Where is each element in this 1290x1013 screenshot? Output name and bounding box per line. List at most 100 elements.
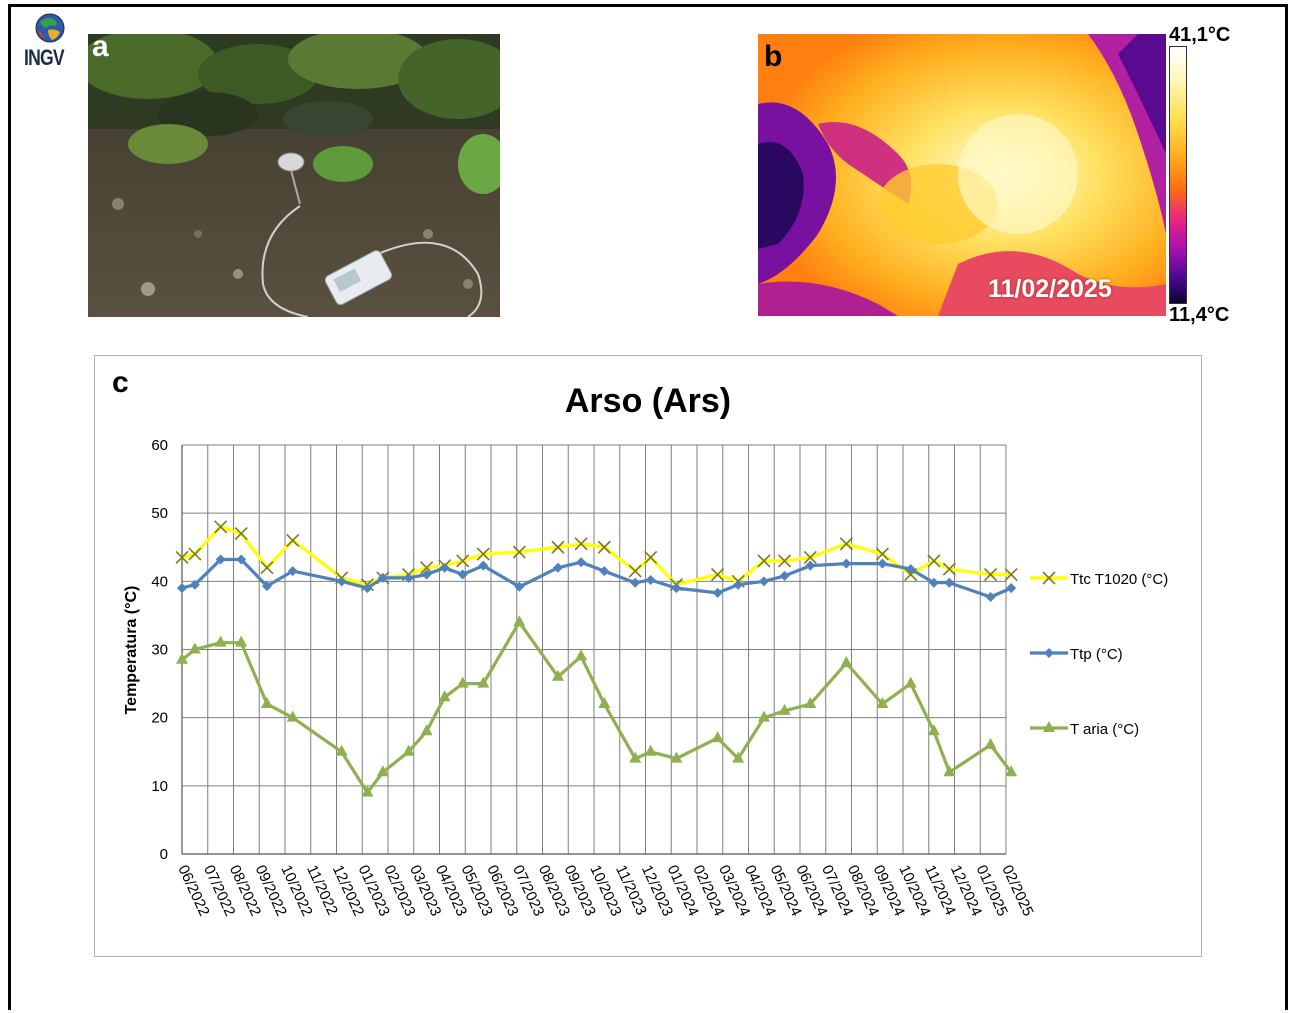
data-point [551, 669, 564, 681]
data-point [260, 697, 273, 709]
data-point [1004, 567, 1018, 582]
data-point [711, 731, 724, 743]
data-point [176, 652, 188, 664]
data-point [457, 569, 468, 580]
data-point [927, 724, 940, 736]
data-point [984, 737, 997, 749]
x-marker-stroke [628, 564, 642, 578]
data-point [552, 562, 563, 573]
data-point [732, 751, 745, 763]
data-point [803, 550, 817, 565]
data-point [875, 547, 889, 561]
data-point [402, 744, 415, 756]
data-point [712, 587, 723, 598]
x-marker-stroke [942, 562, 956, 576]
data-point [421, 569, 432, 580]
x-marker-stroke [777, 554, 792, 568]
x-marker-stroke [574, 537, 588, 551]
data-point [671, 583, 682, 594]
data-point [711, 567, 725, 582]
ingv-logo: INGV [24, 12, 84, 74]
data-point [478, 560, 489, 571]
x-marker-stroke [476, 547, 490, 561]
x-marker-stroke [234, 527, 248, 541]
legend-marker [1044, 648, 1054, 658]
data-point [362, 583, 373, 594]
data-point [361, 785, 374, 797]
data-point [214, 635, 227, 647]
data-point [335, 744, 348, 756]
data-point [234, 527, 248, 541]
y-tick-label: 60 [151, 437, 168, 454]
x-marker-stroke [757, 554, 771, 568]
data-point [777, 554, 792, 568]
data-point [877, 558, 888, 569]
ground-photo [88, 34, 500, 317]
scale-min-label: 11,4°C [1169, 304, 1230, 326]
data-point [261, 581, 272, 592]
data-point [944, 577, 955, 588]
chart-panel-c [94, 355, 1202, 957]
thermal-image [758, 34, 1166, 316]
data-point [943, 765, 956, 777]
data-point [576, 557, 587, 568]
data-point [598, 697, 611, 709]
x-marker-stroke [260, 561, 274, 575]
data-point [839, 537, 853, 551]
data-point [983, 567, 998, 582]
data-point [513, 615, 526, 627]
data-point [260, 561, 274, 575]
panel-label-c: c [112, 366, 129, 399]
y-tick-label: 40 [151, 573, 168, 590]
globe-icon [35, 13, 65, 43]
data-point [177, 583, 187, 594]
x-marker-stroke [456, 554, 470, 568]
data-point [629, 751, 642, 763]
x-marker-stroke [512, 545, 526, 559]
data-point [574, 537, 588, 551]
x-marker-stroke [711, 567, 725, 582]
data-point [927, 554, 941, 568]
data-point [841, 558, 852, 569]
legend-label: Ttp (°C) [1070, 646, 1123, 663]
x-marker-stroke [839, 537, 853, 551]
x-marker-stroke [1004, 567, 1018, 582]
x-marker-stroke [927, 554, 941, 568]
x-marker-stroke [175, 550, 189, 565]
x-marker-stroke [551, 540, 565, 554]
y-tick-label: 0 [160, 846, 168, 863]
data-point [188, 642, 201, 654]
x-marker-stroke [983, 567, 998, 582]
data-point [757, 710, 770, 722]
data-point [597, 540, 611, 554]
panel-label-a: a [92, 30, 109, 63]
data-point [876, 697, 889, 709]
data-point [456, 554, 470, 568]
data-point [476, 547, 490, 561]
x-marker-stroke [1042, 571, 1056, 585]
y-tick-label: 20 [151, 710, 168, 727]
x-marker-stroke [286, 533, 300, 547]
scale-max-label: 41,1°C [1169, 24, 1231, 46]
series-line-0 [181, 525, 1012, 587]
y-tick-label: 30 [151, 642, 168, 659]
data-point [779, 570, 790, 581]
chart-title: Arso (Ars) [565, 382, 731, 420]
panel-label-b: b [764, 40, 783, 73]
data-point [1005, 765, 1018, 777]
data-point [403, 572, 414, 583]
data-point [904, 676, 917, 688]
legend-label: Ttc T1020 (°C) [1070, 571, 1168, 588]
data-point [628, 564, 642, 578]
x-marker-stroke [644, 550, 658, 565]
data-point [928, 577, 939, 588]
data-point [439, 562, 450, 573]
logo-text: INGV [24, 45, 65, 70]
data-point [778, 703, 791, 715]
x-marker-stroke [420, 561, 434, 575]
data-point [477, 676, 490, 688]
data-point [512, 545, 526, 559]
legend-marker [1042, 571, 1056, 585]
data-point [758, 576, 769, 587]
data-point [551, 540, 565, 554]
